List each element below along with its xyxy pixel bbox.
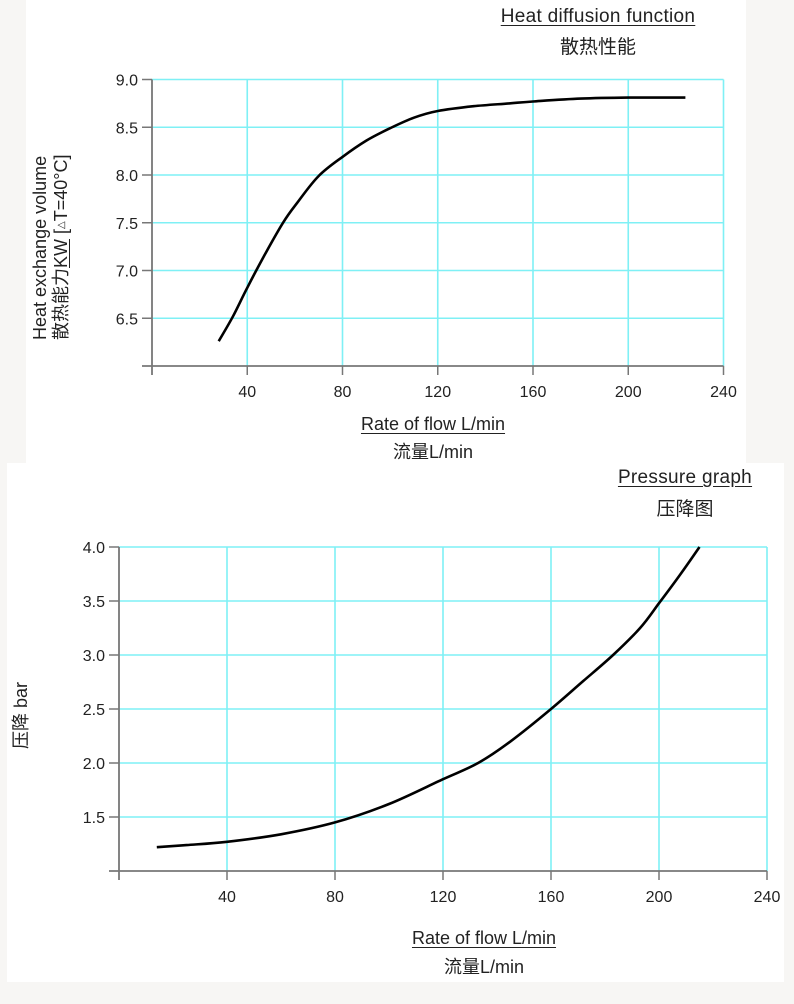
y-tick-label: 4.0 <box>83 540 105 557</box>
heat-diffusion-chart-panel: 40 80 120 160 200 240 6.5 7.0 7.5 8.0 8.5 9.0 Heat … <box>26 0 746 463</box>
x-tick-label: 200 <box>646 889 673 906</box>
y-axis-bracket: [ <box>51 228 71 234</box>
y-tick-label: 9.0 <box>116 73 138 90</box>
pressure-chart-panel: 40 80 120 160 200 240 1.5 2.0 2.5 3.0 3.5 4.0 Press… <box>7 463 784 982</box>
x-axis-label: Rate of flow L/min <box>360 414 506 434</box>
chart-title: Pressure graph <box>617 467 753 488</box>
x-axis-label: Rate of flow L/min <box>411 928 557 948</box>
y-axis-condition: T=40°C] <box>51 154 71 222</box>
x-axis-label-cn: 流量L/min <box>392 442 474 462</box>
x-tick-label: 80 <box>334 384 352 401</box>
axes <box>109 546 768 880</box>
y-axis-label-cn: 散热能力 <box>51 268 71 340</box>
y-tick-label: 3.5 <box>83 594 105 611</box>
x-tick-label: 160 <box>538 889 565 906</box>
pressure-drop-curve <box>156 546 701 849</box>
grid <box>152 78 725 366</box>
x-tick-label: 160 <box>520 384 547 401</box>
y-axis-label: Heat exchange volume 散热能力KW [△T=40°C] <box>30 155 72 340</box>
pressure-chart: 40 80 120 160 200 240 1.5 2.0 2.5 3.0 3.5 4.0 <box>83 540 781 906</box>
y-tick-label: 7.0 <box>116 264 138 281</box>
chart-subtitle: 散热性能 <box>559 37 637 58</box>
x-tick-label: 80 <box>326 889 344 906</box>
heat-exchange-curve <box>217 96 686 342</box>
y-tick-label: 8.0 <box>116 168 138 185</box>
x-tick-label: 200 <box>615 384 642 401</box>
x-tick-label: 240 <box>710 384 737 401</box>
heat-diffusion-chart: 40 80 120 160 200 240 6.5 7.0 7.5 8.0 8.5 9.0 <box>116 73 737 402</box>
tick-labels: 40 80 120 160 200 240 6.5 7.0 7.5 8.0 8.5 9.0 <box>116 73 737 402</box>
y-axis-unit: KW <box>51 239 71 268</box>
delta-icon: △ <box>56 221 67 229</box>
y-tick-label: 6.5 <box>116 311 138 328</box>
chart-title: Heat diffusion function <box>500 6 696 27</box>
y-tick-label: 1.5 <box>83 810 105 827</box>
x-tick-label: 120 <box>430 889 457 906</box>
y-axis-label-cn-line: 散热能力KW [△T=40°C] <box>51 155 72 340</box>
y-tick-label: 8.5 <box>116 120 138 137</box>
y-tick-label: 7.5 <box>116 216 138 233</box>
y-tick-label: 3.0 <box>83 648 105 665</box>
grid <box>119 546 768 871</box>
y-axis-label-text: 压降 bar <box>11 681 31 749</box>
x-tick-label: 40 <box>218 889 236 906</box>
x-axis-label-cn: 流量L/min <box>443 957 525 977</box>
y-tick-label: 2.0 <box>83 756 105 773</box>
axes <box>142 78 725 375</box>
x-tick-label: 40 <box>238 384 256 401</box>
tick-labels: 40 80 120 160 200 240 1.5 2.0 2.5 3.0 3.5 4.0 <box>83 540 781 906</box>
x-tick-label: 120 <box>424 384 451 401</box>
y-axis-label-en: Heat exchange volume <box>30 155 50 340</box>
x-tick-label: 240 <box>754 889 781 906</box>
chart-subtitle: 压降图 <box>656 499 714 520</box>
y-axis-label: 压降 bar <box>11 682 32 749</box>
y-tick-label: 2.5 <box>83 702 105 719</box>
